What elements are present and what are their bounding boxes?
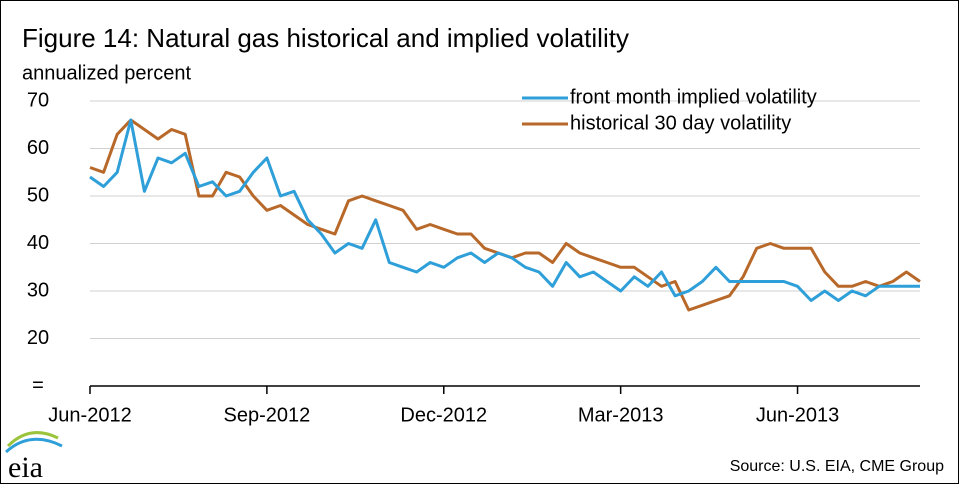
x-tick-label: Mar-2013 — [578, 404, 664, 426]
x-tick-label: Dec-2012 — [400, 404, 487, 426]
legend-label: front month implied volatility — [570, 86, 817, 108]
y-tick-label: = — [32, 374, 44, 396]
y-tick-label: 60 — [27, 137, 49, 159]
x-tick-label: Jun-2012 — [48, 404, 131, 426]
y-tick-label: 40 — [27, 232, 49, 254]
x-tick-label: Jun-2013 — [756, 404, 839, 426]
logo: eia — [8, 451, 43, 484]
y-tick-label: 20 — [27, 327, 49, 349]
x-tick-label: Sep-2012 — [224, 404, 311, 426]
y-tick-label: 70 — [27, 89, 49, 111]
logo-arc — [4, 437, 63, 454]
logo-arc — [6, 431, 59, 448]
chart-title: Figure 14: Natural gas historical and im… — [22, 23, 629, 53]
legend-label: historical 30 day volatility — [570, 112, 791, 134]
y-tick-label: 50 — [27, 184, 49, 206]
series-line — [89, 118, 920, 302]
y-tick-label: 30 — [27, 279, 49, 301]
source: Source: U.S. EIA, CME Group — [730, 458, 944, 475]
subtitle: annualized percent — [22, 62, 191, 84]
